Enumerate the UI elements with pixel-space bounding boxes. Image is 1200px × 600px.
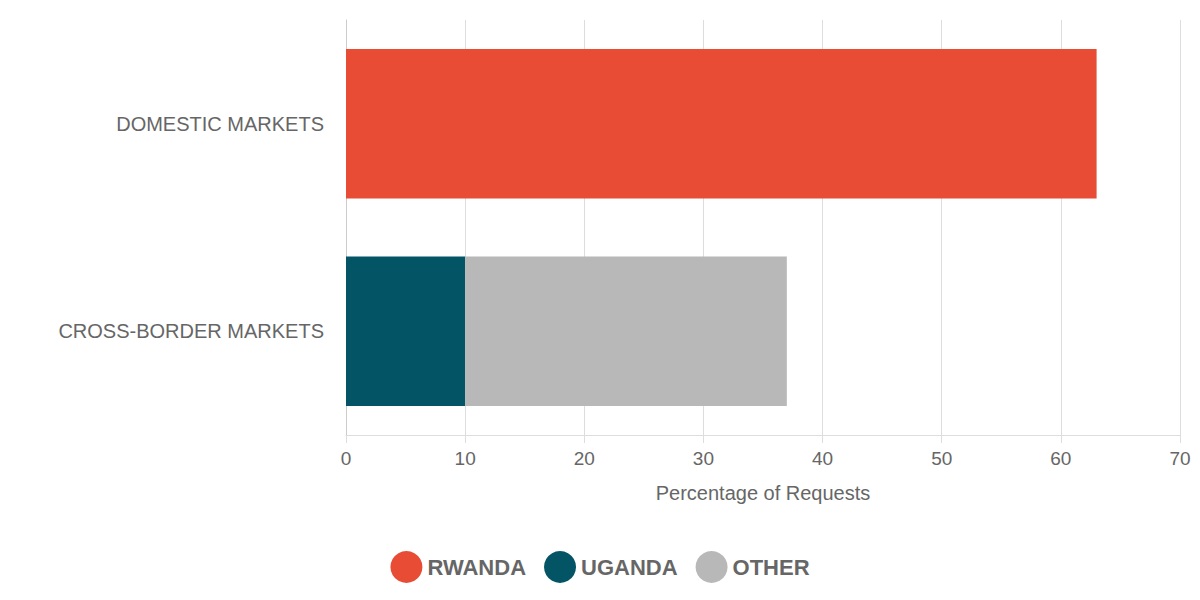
svg-text:OTHER: OTHER — [733, 555, 810, 580]
svg-text:60: 60 — [1050, 448, 1071, 469]
svg-text:RWANDA: RWANDA — [427, 555, 526, 580]
svg-text:UGANDA: UGANDA — [581, 555, 678, 580]
svg-text:10: 10 — [455, 448, 476, 469]
svg-text:50: 50 — [931, 448, 952, 469]
svg-text:0: 0 — [341, 448, 352, 469]
svg-text:20: 20 — [574, 448, 595, 469]
svg-text:40: 40 — [812, 448, 833, 469]
svg-text:30: 30 — [693, 448, 714, 469]
svg-text:DOMESTIC MARKETS: DOMESTIC MARKETS — [116, 113, 324, 135]
svg-text:70: 70 — [1169, 448, 1190, 469]
svg-text:Percentage of Requests: Percentage of Requests — [656, 482, 871, 504]
svg-text:CROSS-BORDER MARKETS: CROSS-BORDER MARKETS — [58, 320, 324, 342]
